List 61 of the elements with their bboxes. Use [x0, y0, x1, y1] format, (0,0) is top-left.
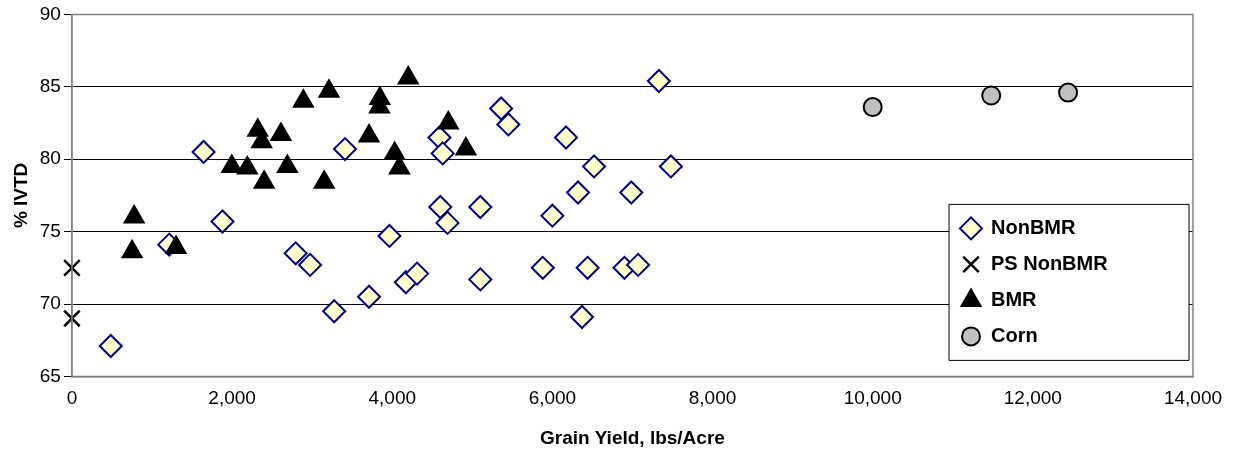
point: [428, 194, 453, 219]
x-tick-label: 10,000: [843, 387, 902, 409]
point: [276, 154, 298, 173]
y-tick-label: 80: [39, 147, 61, 169]
x-tick-label: 14,000: [1163, 387, 1223, 409]
x-axis-title: Grain Yield, lbs/Acre: [540, 426, 725, 448]
y-axis-title: % IVTD: [9, 162, 31, 229]
legend-label: BMR: [991, 287, 1038, 310]
point: [437, 111, 459, 130]
point: [313, 170, 335, 189]
point: [468, 194, 493, 219]
point: [357, 284, 382, 309]
point: [619, 180, 644, 205]
point: [292, 89, 314, 108]
x-tick-label: 2,000: [208, 387, 256, 409]
point: [397, 66, 419, 85]
point: [298, 252, 323, 277]
point: [530, 255, 555, 280]
point: [191, 139, 216, 164]
point: [566, 180, 591, 205]
point: [236, 155, 258, 175]
y-tick-label: 65: [39, 364, 61, 386]
point: [582, 154, 607, 179]
point: [253, 170, 275, 189]
point: [384, 141, 406, 160]
point: [575, 255, 600, 280]
point: [270, 122, 292, 142]
point: [435, 210, 460, 235]
point: [165, 235, 187, 255]
point: [554, 125, 578, 150]
point: [430, 141, 455, 166]
legend-label: Corn: [991, 323, 1038, 346]
x-tick-label: 6,000: [528, 387, 577, 409]
x-tick-label: 0: [66, 387, 78, 409]
point: [358, 124, 380, 143]
legend-label: NonBMR: [991, 215, 1076, 238]
x-tick-label: 12,000: [1003, 387, 1062, 409]
point: [318, 79, 340, 98]
point: [405, 261, 430, 286]
point: [377, 223, 402, 248]
point: [62, 309, 81, 328]
point: [626, 252, 651, 277]
legend-label: PS NonBMR: [991, 251, 1109, 274]
point: [468, 267, 493, 292]
point: [570, 305, 595, 330]
point: [455, 137, 477, 156]
point: [283, 241, 308, 266]
y-tick-label: 85: [39, 75, 61, 97]
point: [210, 209, 235, 234]
point: [540, 203, 565, 228]
point: [658, 154, 683, 179]
point: [322, 299, 347, 324]
x-tick-label: 4,000: [368, 387, 417, 409]
y-tick-label: 90: [39, 2, 61, 24]
point: [123, 205, 145, 224]
point: [98, 333, 123, 358]
point: [221, 154, 243, 173]
y-tick-label: 75: [39, 219, 61, 241]
y-tick-label: 70: [39, 292, 61, 314]
x-tick-label: 8,000: [688, 387, 737, 409]
point: [62, 258, 81, 277]
